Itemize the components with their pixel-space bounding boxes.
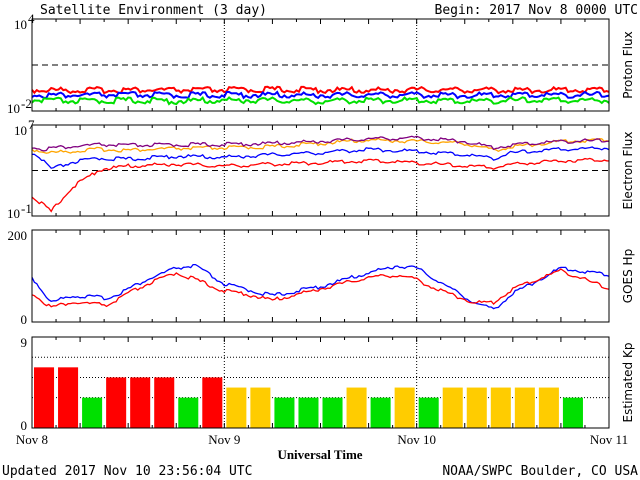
series-line-blue	[31, 263, 610, 310]
y-tick-label: 10	[14, 17, 27, 32]
begin-time: Begin: 2017 Nov 8 0000 UTC	[435, 3, 639, 18]
series-line-blue	[31, 146, 610, 169]
series-line-orange	[31, 137, 610, 154]
kp-bar	[394, 387, 415, 428]
y-tick-label: 0	[21, 312, 28, 327]
y-axis-label: Electron Flux	[621, 132, 635, 210]
series-line-red	[31, 85, 610, 95]
x-axis-label: Universal Time	[277, 447, 362, 462]
kp-bar	[322, 397, 343, 428]
kp-bar	[250, 387, 271, 428]
kp-bar	[274, 397, 295, 428]
kp-bar	[514, 387, 535, 428]
kp-bar	[346, 387, 367, 428]
kp-bar	[82, 397, 103, 428]
kp-bar	[418, 397, 439, 428]
kp-bar	[226, 387, 247, 428]
kp-bar	[298, 397, 319, 428]
kp-bar	[490, 387, 511, 428]
kp-bar	[442, 387, 463, 428]
y-tick-exponent: 4	[28, 11, 35, 26]
x-tick-label: Nov 9	[208, 432, 240, 447]
series-line-purple	[31, 135, 610, 152]
y-tick-exponent: -2	[21, 96, 32, 111]
kp-bar	[130, 377, 151, 428]
kp-bar	[202, 377, 223, 428]
y-tick-label: 0	[21, 418, 28, 433]
y-tick-label: 10	[7, 101, 20, 116]
kp-bar	[154, 377, 175, 428]
x-tick-label: Nov 10	[397, 432, 436, 447]
panel-kp: Estimated Kp 9 0	[21, 335, 636, 433]
y-tick-exponent: 7	[28, 117, 35, 132]
y-tick-label: 10	[14, 123, 27, 138]
y-axis-label: Estimated Kp	[621, 343, 635, 423]
kp-bar	[58, 367, 79, 428]
y-tick-label: 10	[7, 206, 20, 221]
y-tick-label: 9	[21, 335, 28, 350]
series-line-red	[31, 268, 610, 308]
x-tick-label: Nov 8	[16, 432, 48, 447]
series-line-blue	[31, 90, 610, 100]
panel-hp: GOES Hp 200 0	[8, 228, 636, 327]
y-tick-exponent: -1	[21, 201, 32, 216]
y-axis-label: Proton Flux	[621, 31, 635, 98]
updated-time: Updated 2017 Nov 10 23:56:04 UTC	[2, 464, 252, 479]
kp-bar	[370, 397, 391, 428]
y-tick-label: 200	[8, 228, 28, 243]
x-tick-label: Nov 11	[590, 432, 628, 447]
series-line-green	[31, 96, 610, 106]
credit: NOAA/SWPC Boulder, CO USA	[442, 464, 638, 479]
panel-frame	[31, 229, 610, 323]
kp-bar	[178, 397, 199, 428]
series-line-red	[31, 157, 610, 213]
y-axis-label: GOES Hp	[621, 249, 635, 303]
kp-bar	[106, 377, 127, 428]
chart-title: Satellite Environment (3 day)	[40, 3, 267, 18]
kp-bar	[562, 397, 583, 428]
kp-bar	[34, 367, 55, 428]
kp-bar	[466, 387, 487, 428]
kp-bar	[538, 387, 559, 428]
